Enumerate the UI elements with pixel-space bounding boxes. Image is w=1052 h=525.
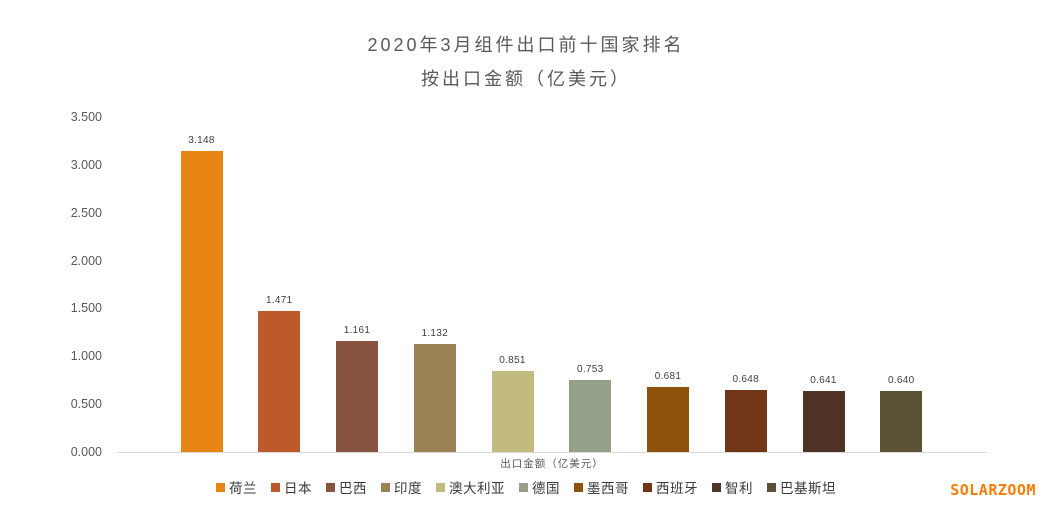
chart-title: 2020年3月组件出口前十国家排名 按出口金额（亿美元） [0,36,1052,88]
bar-value-label: 0.641 [810,374,837,386]
legend-label: 智利 [725,481,753,496]
bar-value-label: 1.132 [421,327,449,339]
bar-墨西哥 [647,386,689,452]
y-tick-label: 3.000 [70,157,102,172]
bar-日本 [258,311,301,452]
bar-value-label: 0.681 [654,370,682,382]
legend-label: 巴西 [339,481,367,496]
bar-value-label: 3.148 [188,134,215,146]
y-tick-label: 1.500 [70,301,102,316]
bar-value-label: 0.851 [499,354,526,366]
legend-item-西班牙: 西班牙 [643,477,698,497]
y-tick-label: 2.000 [70,253,102,268]
bar-value-label: 0.640 [887,374,915,386]
y-tick-label: 0.500 [70,397,102,412]
y-tick-label: 3.500 [70,110,102,124]
legend-label: 印度 [394,481,422,496]
legend-item-巴基斯坦: 巴基斯坦 [767,477,836,497]
legend-label: 巴基斯坦 [780,481,836,496]
bar-澳大利亚 [491,370,534,452]
legend-swatch-icon [216,482,225,492]
bar-巴基斯坦 [880,390,923,452]
legend-item-智利: 智利 [712,477,753,497]
legend-swatch-icon [767,482,776,492]
chart-title-line2: 按出口金额（亿美元） [421,69,631,89]
y-tick-label: 0.000 [70,445,102,459]
x-axis-line [117,452,987,453]
bar-智利 [802,390,845,452]
bar-荷兰 [180,150,223,452]
legend-item-墨西哥: 墨西哥 [574,477,629,497]
legend-label: 墨西哥 [587,481,629,496]
y-tick-label: 2.500 [70,205,102,220]
bar-value-label: 1.471 [265,295,293,307]
bar-value-label: 1.161 [343,324,371,336]
bar-西班牙 [724,389,767,452]
x-axis-title: 出口金额（亿美元） [500,458,604,470]
legend-swatch-icon [436,482,445,492]
legend-swatch-icon [643,482,652,492]
legend-swatch-icon [574,482,583,492]
legend-item-澳大利亚: 澳大利亚 [436,477,505,497]
bar-印度 [413,343,456,452]
legend-swatch-icon [712,482,721,492]
y-tick-label: 1.000 [70,349,102,364]
legend-label: 澳大利亚 [449,481,505,496]
legend-label: 德国 [532,481,560,496]
legend-item-巴西: 巴西 [326,477,367,497]
legend-label: 荷兰 [229,481,257,496]
legend-item-荷兰: 荷兰 [216,477,257,497]
legend-label: 西班牙 [656,481,698,496]
solarzoom-logo: SOLARZOOM [950,481,1036,499]
bar-value-label: 0.753 [576,363,604,375]
legend-swatch-icon [326,482,335,492]
legend-swatch-icon [271,482,280,492]
legend-swatch-icon [519,482,528,492]
legend-item-德国: 德国 [519,477,560,497]
legend-label: 日本 [284,481,312,496]
legend-swatch-icon [381,482,390,492]
bar-value-label: 0.648 [732,373,760,385]
bar-德国 [569,379,612,452]
legend-item-印度: 印度 [381,477,422,497]
chart-title-line1: 2020年3月组件出口前十国家排名 [367,35,685,55]
legend-item-日本: 日本 [271,477,312,497]
legend: 荷兰 日本 巴西 印度 澳大利亚 德国 墨西哥 西班牙 智利 巴基斯坦 [0,477,1052,497]
bar-巴西 [336,340,378,452]
